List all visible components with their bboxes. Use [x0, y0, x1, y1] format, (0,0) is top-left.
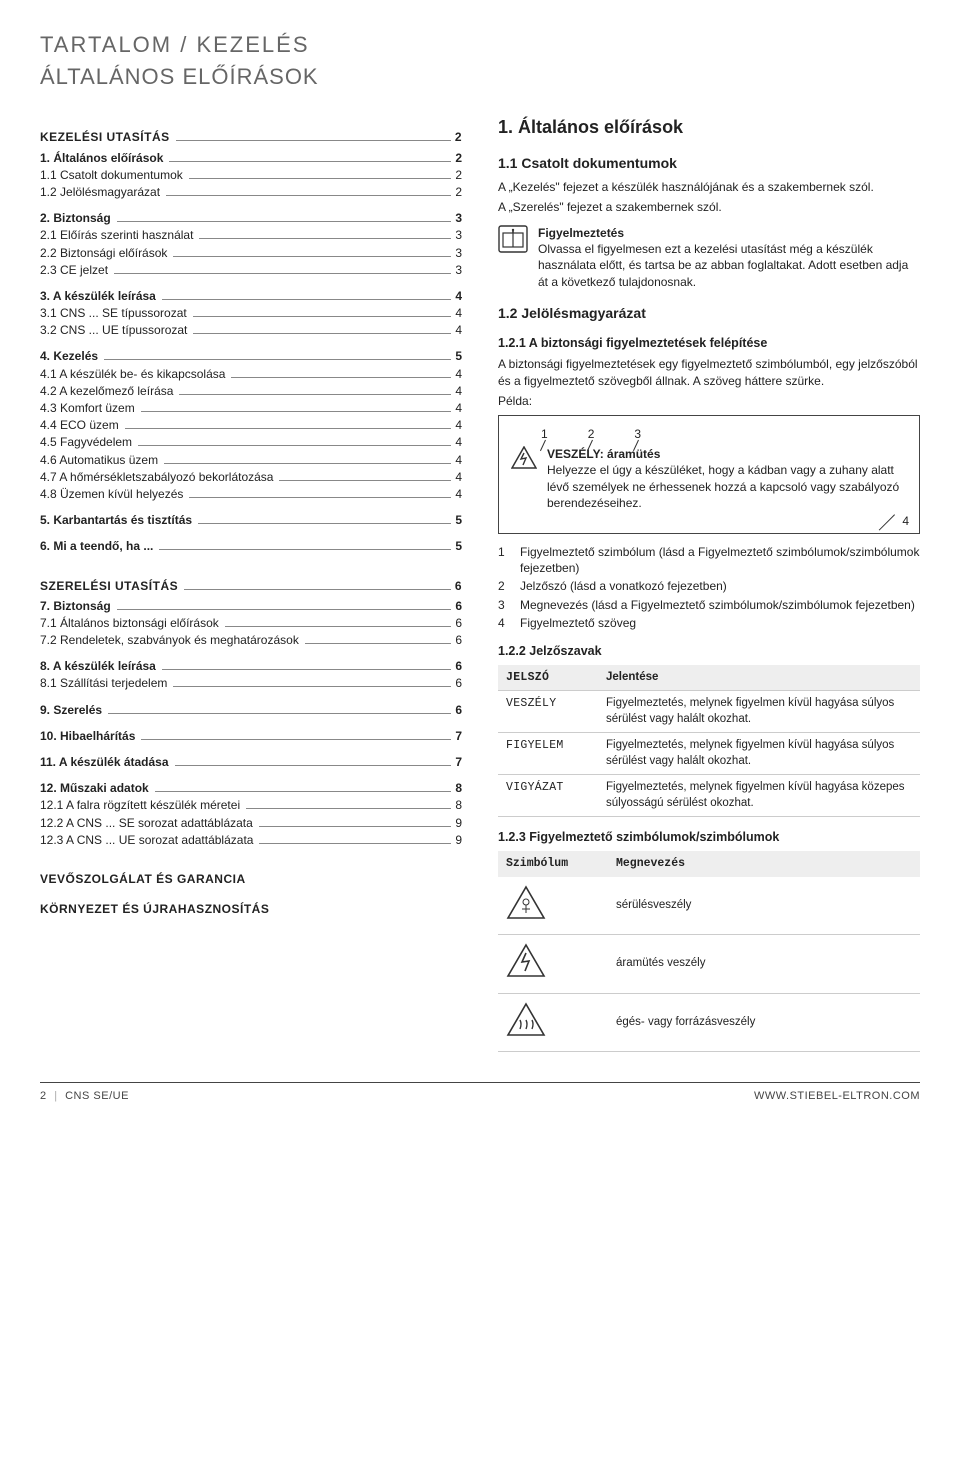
page-footer: 2 | CNS SE/UE WWW.STIEBEL-ELTRON.COM: [40, 1082, 920, 1104]
th-symbol: Szimbólum: [498, 851, 608, 877]
toc-section-title: SZERELÉSI UTASÍTÁS6: [40, 578, 462, 594]
symbols-table: Szimbólum Megnevezés sérülésveszélyáramü…: [498, 851, 920, 1052]
section-1-2-2-heading: 1.2.2 Jelzőszavak: [498, 643, 920, 660]
footer-sep: |: [54, 1090, 57, 1102]
warning-triangle-icon: [498, 877, 608, 935]
toc-entry: 5. Karbantartás és tisztítás5: [40, 512, 462, 528]
toc-entry: 7. Biztonság6: [40, 598, 462, 614]
toc-entry: 4.7 A hőmérsékletszabályozó bekorlátozás…: [40, 469, 462, 485]
s11-p2: A „Szerelés" fejezet a szakembernek szól…: [498, 199, 920, 215]
example-content: VESZÉLY: áramütés Helyezze el úgy a kész…: [511, 446, 907, 511]
section-1-2-3-heading: 1.2.3 Figyelmeztető szimbólumok/szimbólu…: [498, 829, 920, 846]
toc-entry: 11. A készülék átadása7: [40, 754, 462, 770]
table-row: FIGYELEMFigyelmeztetés, melynek figyelme…: [498, 733, 920, 775]
example-title: VESZÉLY: áramütés: [547, 447, 660, 461]
toc-entry: 2.2 Biztonsági előírások3: [40, 245, 462, 261]
table-row: áramütés veszély: [498, 935, 920, 994]
toc-section-title: VEVŐSZOLGÁLAT ÉS GARANCIA: [40, 871, 462, 887]
section-1-heading: 1. Általános előírások: [498, 115, 920, 139]
legend-item: 1Figyelmeztető szimbólum (lásd a Figyelm…: [498, 544, 920, 576]
toc-entry: 4.6 Automatikus üzem4: [40, 452, 462, 468]
footer-left: 2 | CNS SE/UE: [40, 1089, 129, 1104]
toc-entry: 12. Műszaki adatok8: [40, 780, 462, 796]
toc-entry: 4.1 A készülék be- és kikapcsolása4: [40, 366, 462, 382]
example-text: VESZÉLY: áramütés Helyezze el úgy a kész…: [547, 446, 907, 511]
header-line2: ÁLTALÁNOS ELŐÍRÁSOK: [40, 62, 920, 92]
callout-3: 3: [634, 426, 641, 442]
toc-entry: 1. Általános előírások2: [40, 150, 462, 166]
callout-1: 1: [541, 426, 548, 442]
toc-entry: 6. Mi a teendő, ha ...5: [40, 538, 462, 554]
s11-p1: A „Kezelés" fejezet a készülék használój…: [498, 179, 920, 195]
legend-item: 3Megnevezés (lásd a Figyelmeztető szimbó…: [498, 597, 920, 613]
s121-p1: A biztonsági figyelmeztetések egy figyel…: [498, 356, 920, 388]
toc-entry: 4. Kezelés5: [40, 348, 462, 364]
warning-triangle-icon: [498, 935, 608, 994]
legend-item: 4Figyelmeztető szöveg: [498, 615, 920, 631]
two-column-layout: KEZELÉSI UTASÍTÁS2 1. Általános előírások…: [40, 115, 920, 1052]
example-callouts: 1 2 3: [511, 426, 907, 442]
signal-words-table: JELSZÓ Jelentése VESZÉLYFigyelmeztetés, …: [498, 665, 920, 818]
table-row: VIGYÁZATFigyelmeztetés, melynek figyelme…: [498, 775, 920, 817]
section-1-2-1-heading: 1.2.1 A biztonsági figyelmeztetések felé…: [498, 335, 920, 352]
table-row: VESZÉLYFigyelmeztetés, melynek figyelmen…: [498, 691, 920, 733]
th-desc: Megnevezés: [608, 851, 920, 877]
toc-column: KEZELÉSI UTASÍTÁS2 1. Általános előírások…: [40, 115, 462, 1052]
warning-triangle-icon: [498, 993, 608, 1052]
toc-entry: 2.3 CE jelzet3: [40, 262, 462, 278]
toc-entry: 3.2 CNS ... UE típussorozat4: [40, 322, 462, 338]
toc-entry: 4.2 A kezelőmező leírása4: [40, 383, 462, 399]
toc-entry: 4.5 Fagyvédelem4: [40, 434, 462, 450]
toc-entry: 8. A készülék leírása6: [40, 658, 462, 674]
table-row: sérülésveszély: [498, 877, 920, 935]
toc-section-title: KEZELÉSI UTASÍTÁS2: [40, 129, 462, 145]
footer-right: WWW.STIEBEL-ELTRON.COM: [754, 1089, 920, 1104]
footer-page: 2: [40, 1090, 47, 1102]
toc-entry: 4.4 ECO üzem4: [40, 417, 462, 433]
section-1-2-heading: 1.2 Jelölésmagyarázat: [498, 304, 920, 323]
toc-entry: 7.2 Rendeletek, szabványok és meghatároz…: [40, 632, 462, 648]
notice-text: Olvassa el figyelmesen ezt a kezelési ut…: [538, 242, 908, 288]
page-header: TARTALOM / KEZELÉS ÁLTALÁNOS ELŐÍRÁSOK: [40, 30, 920, 91]
table-row: égés- vagy forrázásveszély: [498, 993, 920, 1052]
th-meaning: Jelentése: [598, 665, 920, 691]
toc-entry: 4.3 Komfort üzem4: [40, 400, 462, 416]
toc-entry: 2. Biztonság3: [40, 210, 462, 226]
section-1-1-heading: 1.1 Csatolt dokumentumok: [498, 154, 920, 173]
toc-entry: 4.8 Üzemen kívül helyezés4: [40, 486, 462, 502]
content-column: 1. Általános előírások 1.1 Csatolt dokum…: [498, 115, 920, 1052]
callout-4: 4: [902, 513, 909, 529]
header-line1: TARTALOM / KEZELÉS: [40, 30, 920, 60]
th-signal: JELSZÓ: [498, 665, 598, 691]
legend-item: 2Jelzőszó (lásd a vonatkozó fejezetben): [498, 578, 920, 594]
callout-legend-list: 1Figyelmeztető szimbólum (lásd a Figyelm…: [498, 544, 920, 631]
shock-warning-icon: [511, 446, 537, 474]
toc-entry: 8.1 Szállítási terjedelem6: [40, 675, 462, 691]
toc-entry: 9. Szerelés6: [40, 702, 462, 718]
toc-entry: 2.1 Előírás szerinti használat3: [40, 227, 462, 243]
toc-entry: 12.2 A CNS ... SE sorozat adattáblázata9: [40, 815, 462, 831]
toc-section-title: KÖRNYEZET ÉS ÚJRAHASZNOSÍTÁS: [40, 901, 462, 917]
toc-entry: 10. Hibaelhárítás7: [40, 728, 462, 744]
toc-entry: 3.1 CNS ... SE típussorozat4: [40, 305, 462, 321]
info-notice: Figyelmeztetés Olvassa el figyelmesen ez…: [498, 225, 920, 290]
toc-entry: 1.1 Csatolt dokumentumok2: [40, 167, 462, 183]
example-body: Helyezze el úgy a készüléket, hogy a kád…: [547, 463, 899, 509]
info-book-icon: [498, 225, 528, 253]
toc-entry: 7.1 Általános biztonsági előírások6: [40, 615, 462, 631]
warning-example-box: 1 2 3 VESZÉLY: áramütés Helyezze el úgy …: [498, 415, 920, 534]
footer-doc: CNS SE/UE: [65, 1090, 129, 1102]
toc-entry: 1.2 Jelölésmagyarázat2: [40, 184, 462, 200]
notice-title: Figyelmeztetés: [538, 226, 624, 240]
notice-body: Figyelmeztetés Olvassa el figyelmesen ez…: [538, 225, 920, 290]
s121-p2: Példa:: [498, 393, 920, 409]
callout-2: 2: [588, 426, 595, 442]
toc-entry: 3. A készülék leírása4: [40, 288, 462, 304]
toc-entry: 12.1 A falra rögzített készülék méretei8: [40, 797, 462, 813]
toc-entry: 12.3 A CNS ... UE sorozat adattáblázata9: [40, 832, 462, 848]
